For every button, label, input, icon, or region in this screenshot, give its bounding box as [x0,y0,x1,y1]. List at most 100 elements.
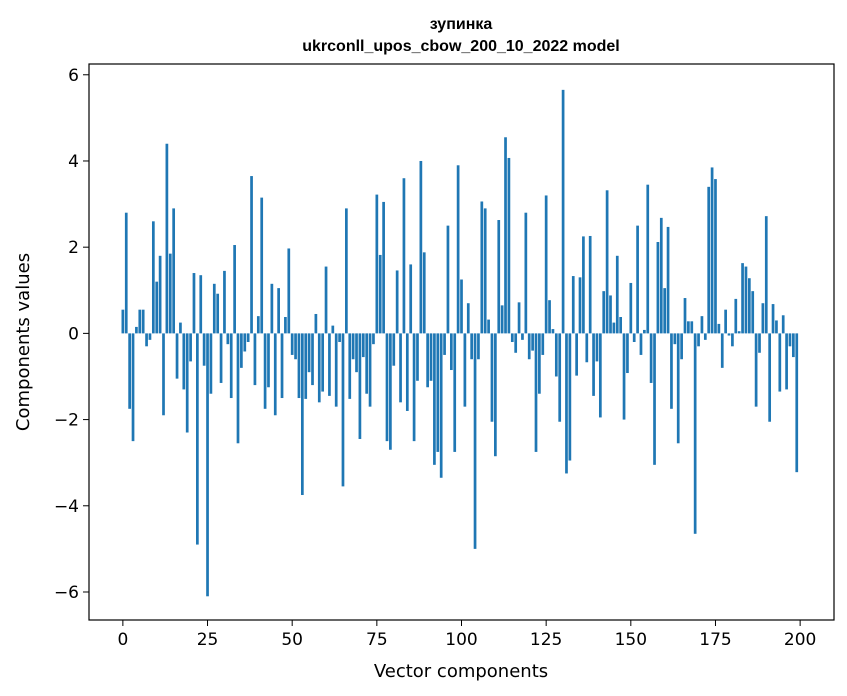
bar [514,333,518,353]
y-tick-label: −6 [54,583,79,603]
bar [592,333,595,396]
bar [703,333,707,340]
bar [683,298,687,334]
bar [253,333,257,386]
bar [446,225,450,334]
bar [795,333,799,473]
y-axis-label: Components values [13,253,34,431]
bar [700,316,704,334]
bar [680,333,683,360]
bar [720,333,724,368]
bar [402,178,406,334]
bar [588,235,592,334]
bar [284,317,287,334]
bar [121,309,125,334]
bar [124,212,128,334]
bar [707,186,711,334]
bar [673,333,677,345]
bar [582,236,585,334]
bar [622,333,626,420]
bar [141,309,145,334]
bar [483,208,487,334]
bar [456,165,460,334]
bar [737,331,741,334]
y-axis-ticks: 6 4 2 0 −2 −4 −6 [54,66,89,603]
bar [714,179,717,334]
x-tick-label: 200 [784,630,816,650]
bar [602,291,606,334]
bar [409,264,413,334]
bar [751,291,755,334]
x-tick-label: 75 [366,630,388,650]
bar [761,303,765,334]
x-axis-ticks: 0 25 50 75 100 125 150 175 200 [117,620,816,650]
bar [429,333,433,381]
bar [463,333,467,407]
bar [338,333,341,342]
bar [643,329,646,334]
y-tick-label: 4 [68,152,79,172]
bar [389,333,392,450]
bar [470,333,474,360]
bar [551,329,555,334]
bar [277,288,280,334]
bar [341,333,345,487]
bar [168,253,172,334]
bar [649,333,653,383]
bar [595,333,599,362]
bar [422,252,426,334]
y-tick-label: 2 [68,238,79,258]
bar [541,333,545,355]
bar [544,195,548,334]
bar [185,333,189,433]
bar [243,333,247,352]
bar [571,276,575,334]
bar [145,333,148,347]
bar [585,333,589,363]
bar [416,333,419,381]
bar [162,333,165,416]
bar [148,333,152,340]
bar [443,333,446,355]
bar [494,333,497,457]
bar [612,322,616,334]
bar [138,309,142,334]
bar [561,89,565,334]
bar [365,333,369,394]
bar [236,333,240,444]
bar [676,333,680,444]
bar [165,143,169,334]
bar [219,333,223,383]
bar [216,293,220,334]
bar [358,333,362,439]
bar [395,270,399,334]
bar [605,190,609,334]
bar [385,333,389,442]
bar [212,283,216,334]
bar [781,315,785,334]
bar [273,333,277,416]
bar [771,304,775,334]
bar [433,333,436,465]
chart-title-line1: зупинка [430,16,493,33]
bar [175,333,179,379]
bar [747,278,751,334]
bar [280,333,284,399]
bar [615,255,619,334]
bar [375,194,379,334]
bar [355,333,358,373]
bar [727,333,731,336]
bar [653,333,656,465]
bar [531,333,534,351]
bar [439,333,443,478]
bar [324,266,328,334]
bar [460,279,463,334]
bar [297,333,301,399]
bars-group [121,89,799,597]
bar [172,208,176,334]
bar [223,270,226,334]
bar [609,295,612,334]
bar [646,184,650,334]
bar [206,333,209,597]
bar [578,277,582,334]
